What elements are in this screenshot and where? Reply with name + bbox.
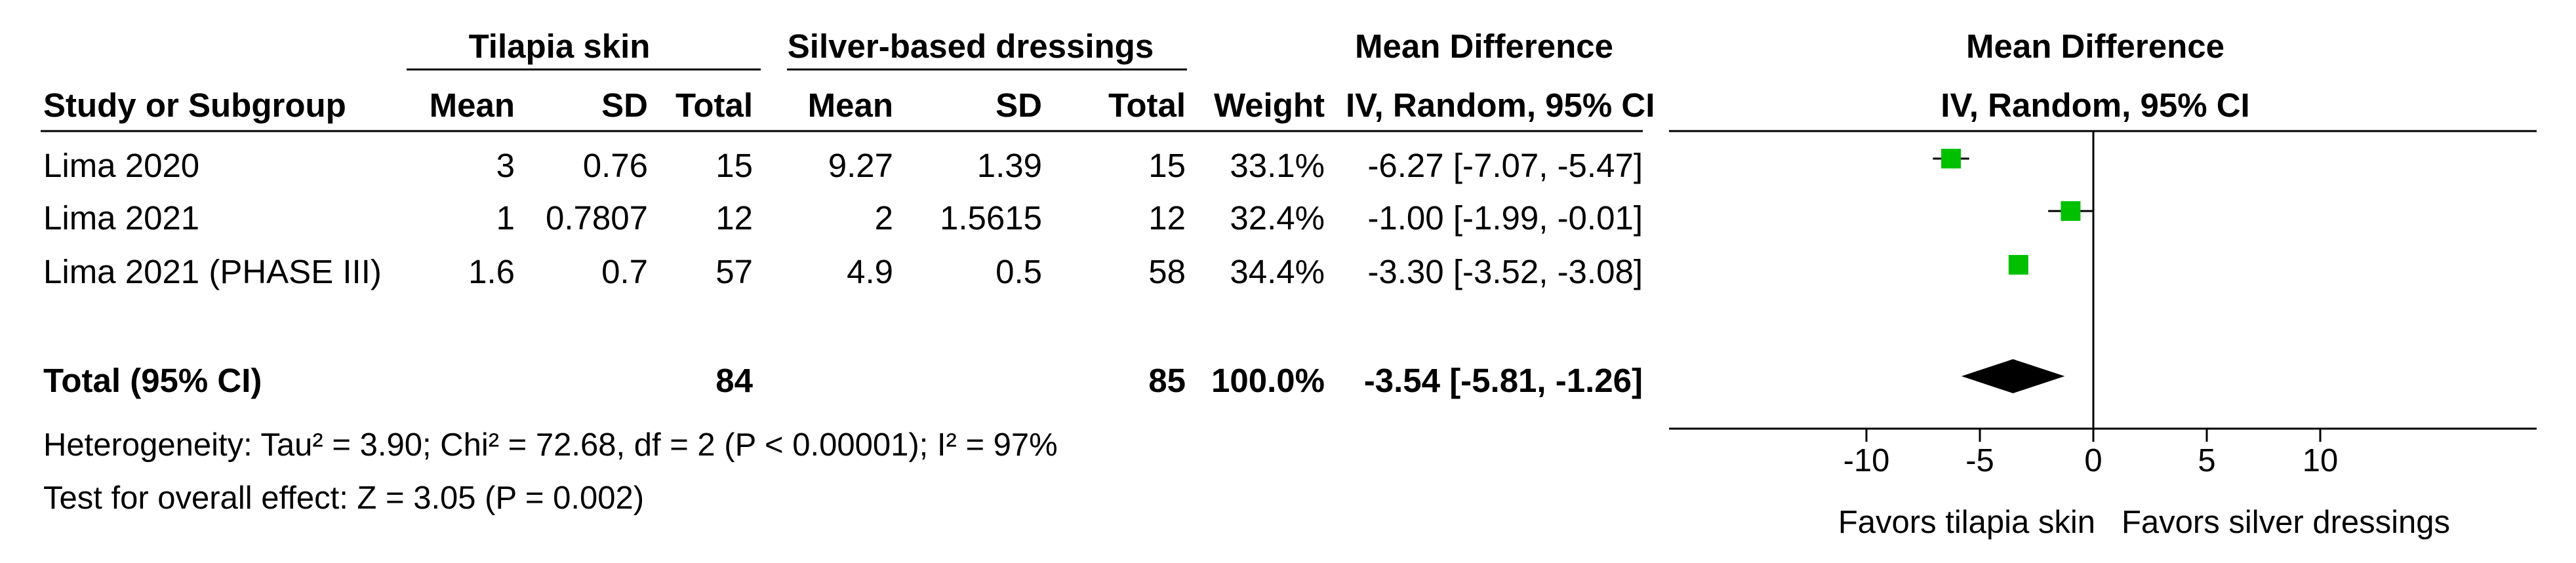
total1-value: 15: [715, 147, 753, 184]
pooled-effect-diamond: [1961, 359, 2065, 393]
ci-value: -6.27 [-7.07, -5.47]: [1367, 147, 1643, 184]
ci-value: -3.30 [-3.52, -3.08]: [1367, 253, 1643, 290]
plot-header: Mean Difference: [1966, 28, 2224, 65]
sd2-value: 1.5615: [940, 199, 1042, 237]
total1-value: 12: [715, 199, 753, 237]
effect-header: Mean Difference: [1355, 28, 1613, 65]
x-tick-label: -10: [1843, 443, 1890, 478]
favors-right-label: Favors silver dressings: [2122, 505, 2450, 540]
total2-value: 58: [1148, 253, 1186, 290]
method-column-header: IV, Random, 95% CI: [1346, 87, 1655, 124]
study-effect-marker: [1941, 149, 1962, 168]
weight-value: 32.4%: [1230, 199, 1325, 237]
sd2-column-header: SD: [996, 87, 1042, 124]
total1-sum: 84: [715, 362, 753, 399]
mean1-column-header: Mean: [430, 87, 515, 124]
total-ci: -3.54 [-5.81, -1.26]: [1364, 362, 1643, 399]
mean2-value: 9.27: [828, 147, 893, 184]
study-row: Lima 2021 1 0.7807 12 2 1.5615 12 32.4% …: [43, 199, 1643, 237]
sd2-value: 1.39: [977, 147, 1042, 184]
group1-header: Tilapia skin: [469, 28, 651, 65]
total1-column-header: Total: [675, 87, 753, 124]
study-row: Lima 2020 3 0.76 15 9.27 1.39 15 33.1% -…: [43, 147, 1643, 184]
weight-value: 33.1%: [1230, 147, 1325, 184]
plot-method-header: IV, Random, 95% CI: [1941, 87, 2249, 124]
total2-value: 12: [1148, 199, 1186, 237]
study-name: Lima 2021 (PHASE III): [43, 253, 382, 290]
sd1-value: 0.76: [583, 147, 648, 184]
mean1-value: 3: [496, 147, 515, 184]
study-markers: [1933, 149, 2093, 275]
total1-value: 57: [715, 253, 753, 290]
heterogeneity-text: Heterogeneity: Tau² = 3.90; Chi² = 72.68…: [43, 427, 1058, 463]
total-row: Total (95% CI) 84 85 100.0% -3.54 [-5.81…: [43, 362, 1643, 399]
x-tick-label: 10: [2303, 443, 2339, 478]
sd1-column-header: SD: [601, 87, 648, 124]
group2-header: Silver-based dressings: [788, 28, 1154, 65]
total2-sum: 85: [1148, 362, 1186, 399]
forest-plot: -10 -5 0 5 10 Favors tilapia skin Favors sil…: [1669, 131, 2537, 540]
x-tick-label: -5: [1965, 443, 1994, 478]
sd1-value: 0.7: [601, 253, 648, 290]
x-tick-label: 0: [2084, 443, 2102, 478]
study-effect-marker: [2008, 255, 2028, 275]
study-name: Lima 2021: [43, 199, 199, 237]
total-label: Total (95% CI): [43, 362, 262, 399]
total2-value: 15: [1148, 147, 1186, 184]
mean2-value: 2: [875, 199, 893, 237]
sd2-value: 0.5: [996, 253, 1042, 290]
ci-value: -1.00 [-1.99, -0.01]: [1367, 199, 1643, 237]
weight-column-header: Weight: [1214, 87, 1325, 124]
mean1-value: 1: [496, 199, 515, 237]
mean1-value: 1.6: [468, 253, 515, 290]
mean2-value: 4.9: [847, 253, 893, 290]
study-column-header: Study or Subgroup: [43, 87, 346, 124]
study-effect-marker: [2061, 201, 2081, 221]
weight-value: 34.4%: [1230, 253, 1325, 290]
favors-left-label: Favors tilapia skin: [1838, 505, 2095, 540]
study-name: Lima 2020: [43, 147, 199, 184]
study-row: Lima 2021 (PHASE III) 1.6 0.7 57 4.9 0.5…: [43, 253, 1643, 290]
x-axis-ticks: -10 -5 0 5 10: [1843, 429, 2339, 478]
sd1-value: 0.7807: [546, 199, 648, 237]
total2-column-header: Total: [1108, 87, 1186, 124]
total-weight: 100.0%: [1211, 362, 1325, 399]
x-tick-label: 5: [2198, 443, 2215, 478]
overall-effect-text: Test for overall effect: Z = 3.05 (P = 0…: [43, 480, 644, 516]
mean2-column-header: Mean: [808, 87, 893, 124]
